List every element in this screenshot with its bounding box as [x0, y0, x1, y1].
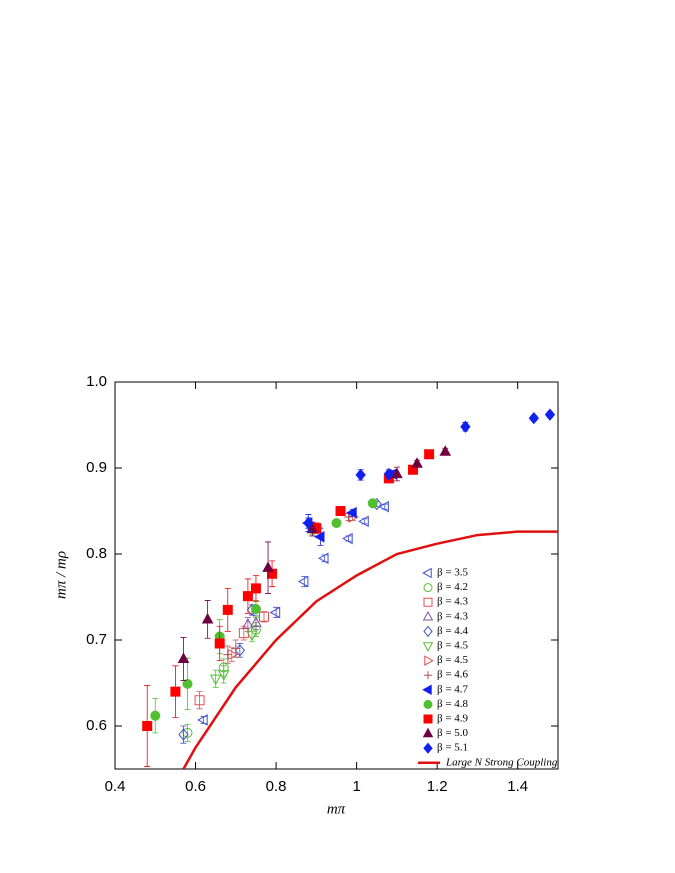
legend-label: β = 4.9: [437, 713, 469, 725]
point: [178, 728, 189, 741]
plot-frame: [114, 381, 559, 770]
point: [242, 618, 254, 629]
point: [355, 468, 366, 482]
x-tick-label: 1.2: [427, 778, 448, 795]
point: [378, 500, 389, 513]
x-axis-label: mπ: [327, 801, 346, 817]
legend-marker: [422, 727, 434, 738]
legend-label: β = 4.5: [437, 654, 469, 666]
x-tick-label: 1.4: [507, 778, 528, 795]
point: [346, 506, 357, 519]
legend-label: β = 4.2: [437, 581, 468, 593]
legend-marker: [422, 567, 432, 579]
legend-label: β = 4.4: [437, 625, 469, 637]
point: [217, 670, 230, 681]
point: [544, 408, 556, 421]
y-tick-label: 1.0: [86, 373, 107, 390]
legend-marker: [423, 583, 433, 593]
point: [170, 686, 181, 697]
point: [303, 516, 314, 530]
x-tick-label: 1: [352, 778, 360, 795]
plot-area: [142, 408, 558, 769]
legend-marker: [422, 610, 434, 621]
point: [342, 532, 353, 545]
point: [250, 583, 261, 594]
y-tick-label: 0.7: [86, 631, 107, 648]
legend-label: β = 4.3: [437, 596, 469, 608]
point: [259, 611, 270, 622]
point: [297, 575, 309, 588]
curve: [182, 530, 558, 769]
point: [246, 630, 258, 642]
point: [411, 457, 423, 468]
y-tick-label: 0.9: [86, 459, 107, 476]
point: [383, 467, 395, 481]
y-tick-label: 0.8: [86, 545, 107, 562]
error-bar: [184, 723, 191, 742]
legend-label: β = 4.3: [437, 610, 469, 622]
point: [194, 695, 205, 706]
y-axis-label: mπ / mρ: [53, 551, 69, 599]
point: [424, 449, 435, 460]
point: [182, 727, 193, 738]
point: [197, 714, 208, 726]
legend-marker: [424, 671, 432, 680]
legend-label: β = 4.6: [437, 669, 469, 681]
legend-marker: [423, 742, 433, 754]
error-bar: [196, 691, 203, 710]
point: [313, 531, 325, 543]
legend-marker: [423, 699, 433, 709]
point: [439, 445, 452, 456]
point: [177, 652, 190, 664]
point: [358, 515, 369, 528]
point: [250, 604, 261, 615]
legend-marker: [424, 655, 434, 666]
point: [250, 616, 262, 627]
point: [460, 420, 471, 433]
legend-label: Large N Strong Coupling: [445, 756, 558, 768]
point: [150, 710, 161, 721]
legend-label: β = 5.0: [437, 727, 469, 739]
legend-label: β = 4.8: [437, 698, 469, 710]
point: [209, 674, 222, 686]
point: [223, 650, 233, 660]
point: [142, 721, 153, 731]
point: [262, 561, 274, 572]
legend-label: β = 4.5: [437, 640, 469, 652]
point: [335, 506, 346, 516]
point: [222, 604, 233, 615]
point: [528, 411, 539, 425]
point: [317, 552, 329, 565]
point: [242, 591, 253, 602]
legend-label: β = 4.7: [437, 683, 469, 695]
legend-label: β = 5.1: [437, 742, 468, 754]
x-tick-label: 0.6: [185, 778, 206, 795]
point: [306, 522, 319, 534]
x-tick-label: 0.4: [105, 778, 126, 795]
point: [231, 644, 241, 654]
point: [201, 612, 214, 624]
x-tick-label: 0.8: [266, 778, 287, 795]
point: [367, 498, 378, 509]
legend-marker: [423, 714, 433, 724]
legend-marker: [423, 625, 433, 637]
error-bar: [261, 611, 268, 623]
y-tick-label: 0.6: [86, 717, 107, 734]
point: [331, 518, 342, 529]
point: [214, 638, 225, 649]
point: [391, 467, 403, 479]
point: [269, 606, 281, 619]
legend-label: β = 3.5: [437, 567, 469, 579]
legend-marker: [423, 597, 433, 607]
legend-marker: [422, 684, 432, 696]
legend-marker: [422, 642, 434, 652]
